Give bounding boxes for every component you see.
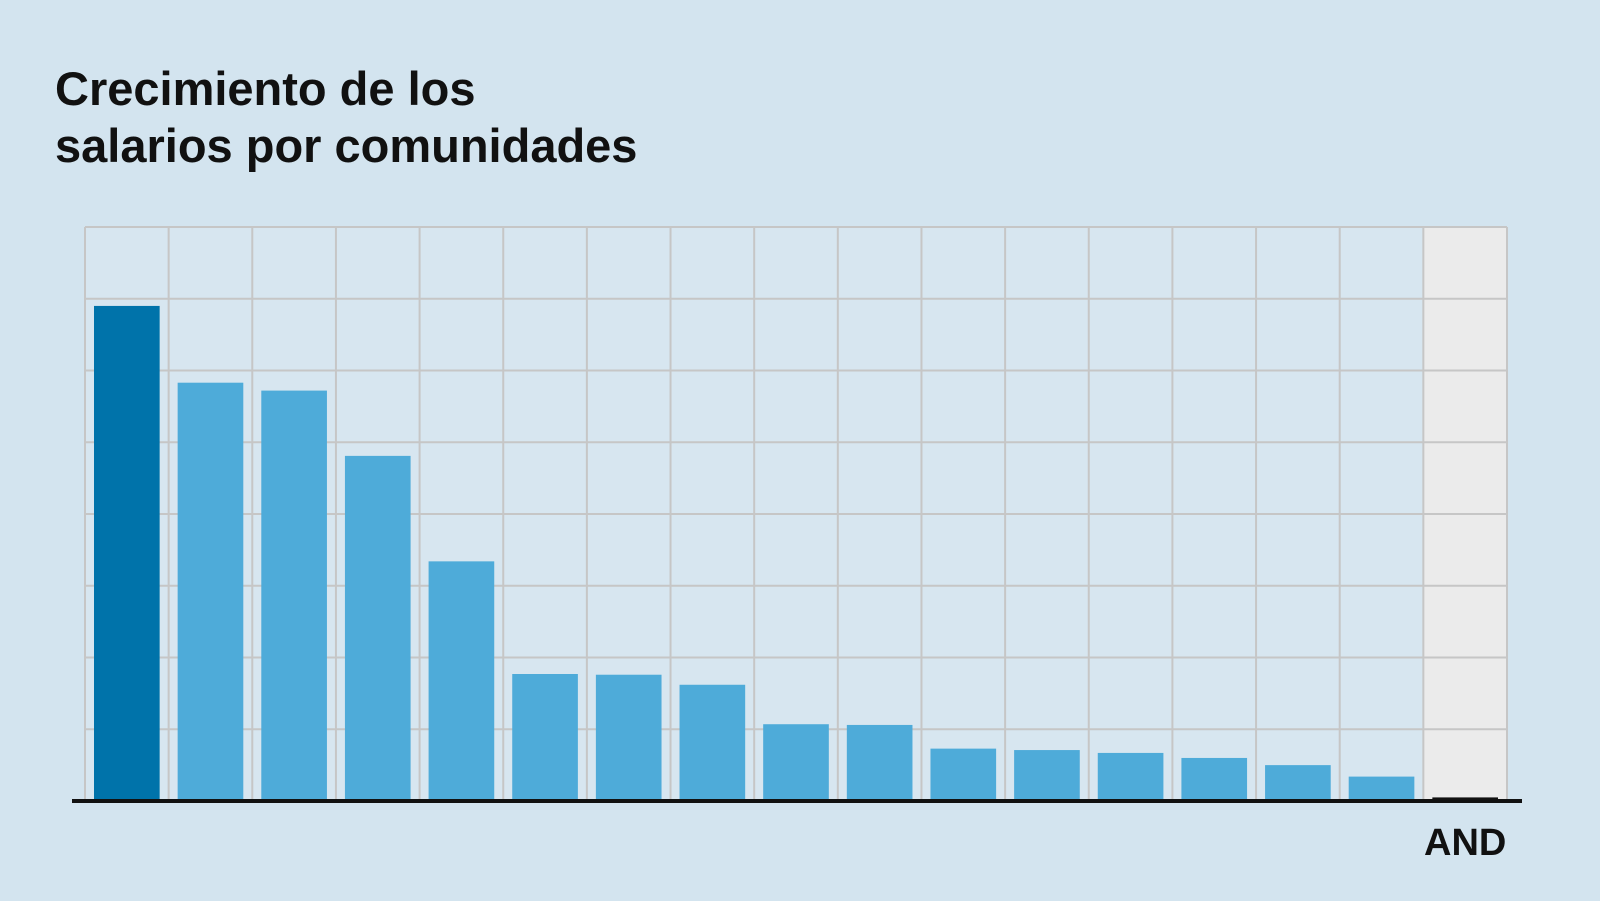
- bar: [846, 724, 913, 801]
- bar: [177, 382, 244, 801]
- chart-title: Crecimiento de los salarios por comunida…: [55, 60, 637, 174]
- bar: [261, 390, 327, 801]
- bar: [428, 561, 495, 801]
- bar: [512, 674, 578, 801]
- bar: [344, 455, 411, 801]
- bar: [1181, 757, 1248, 801]
- bar: [930, 748, 997, 801]
- bar: [1014, 750, 1080, 801]
- bar: [1097, 752, 1164, 801]
- chart-title-line-1: Crecimiento de los: [55, 62, 476, 115]
- bar: [763, 724, 829, 801]
- bar: [1348, 776, 1415, 801]
- x-tick-label: AND: [1424, 822, 1506, 864]
- bar: [595, 674, 662, 801]
- bar: [1265, 765, 1331, 801]
- chart-title-line-2: salarios por comunidades: [55, 119, 638, 172]
- bar: [679, 684, 746, 801]
- bar: [94, 305, 160, 801]
